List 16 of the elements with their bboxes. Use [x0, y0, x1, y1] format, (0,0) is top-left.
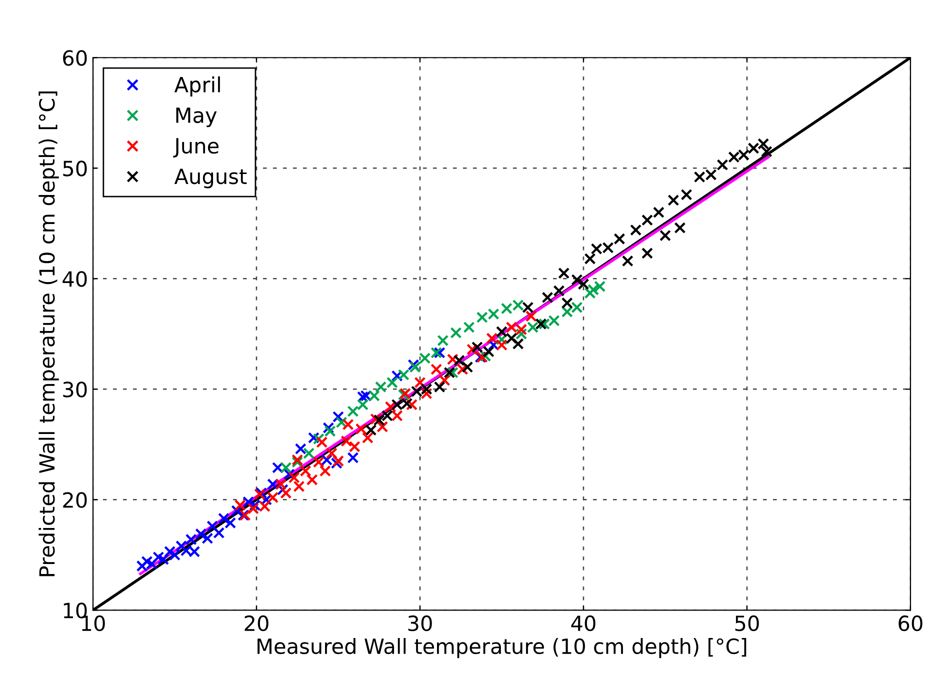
x-tick-label: 20 [244, 615, 268, 632]
x-tick-label: 40 [571, 615, 596, 632]
y-tick-label: 30 [63, 382, 87, 398]
legend-label: June [173, 138, 219, 158]
y-tick-label: 20 [63, 492, 87, 508]
x-tick-label: 50 [735, 615, 759, 632]
x-tick-label: 30 [408, 615, 432, 632]
y-axis-title: Predicted Wall temperature (10 cm depth) [°C] [38, 91, 59, 576]
legend-label: May [176, 108, 217, 128]
y-tick-label: 60 [63, 50, 87, 66]
x-tick-label: 60 [898, 615, 922, 632]
y-tick-label: 40 [62, 271, 87, 287]
legend-label: April [174, 76, 220, 97]
legend-label: August [174, 168, 247, 188]
x-axis-title: Measured Wall temperature (10 cm depth) [°C] [258, 638, 746, 658]
y-tick-label: 50 [63, 160, 87, 176]
